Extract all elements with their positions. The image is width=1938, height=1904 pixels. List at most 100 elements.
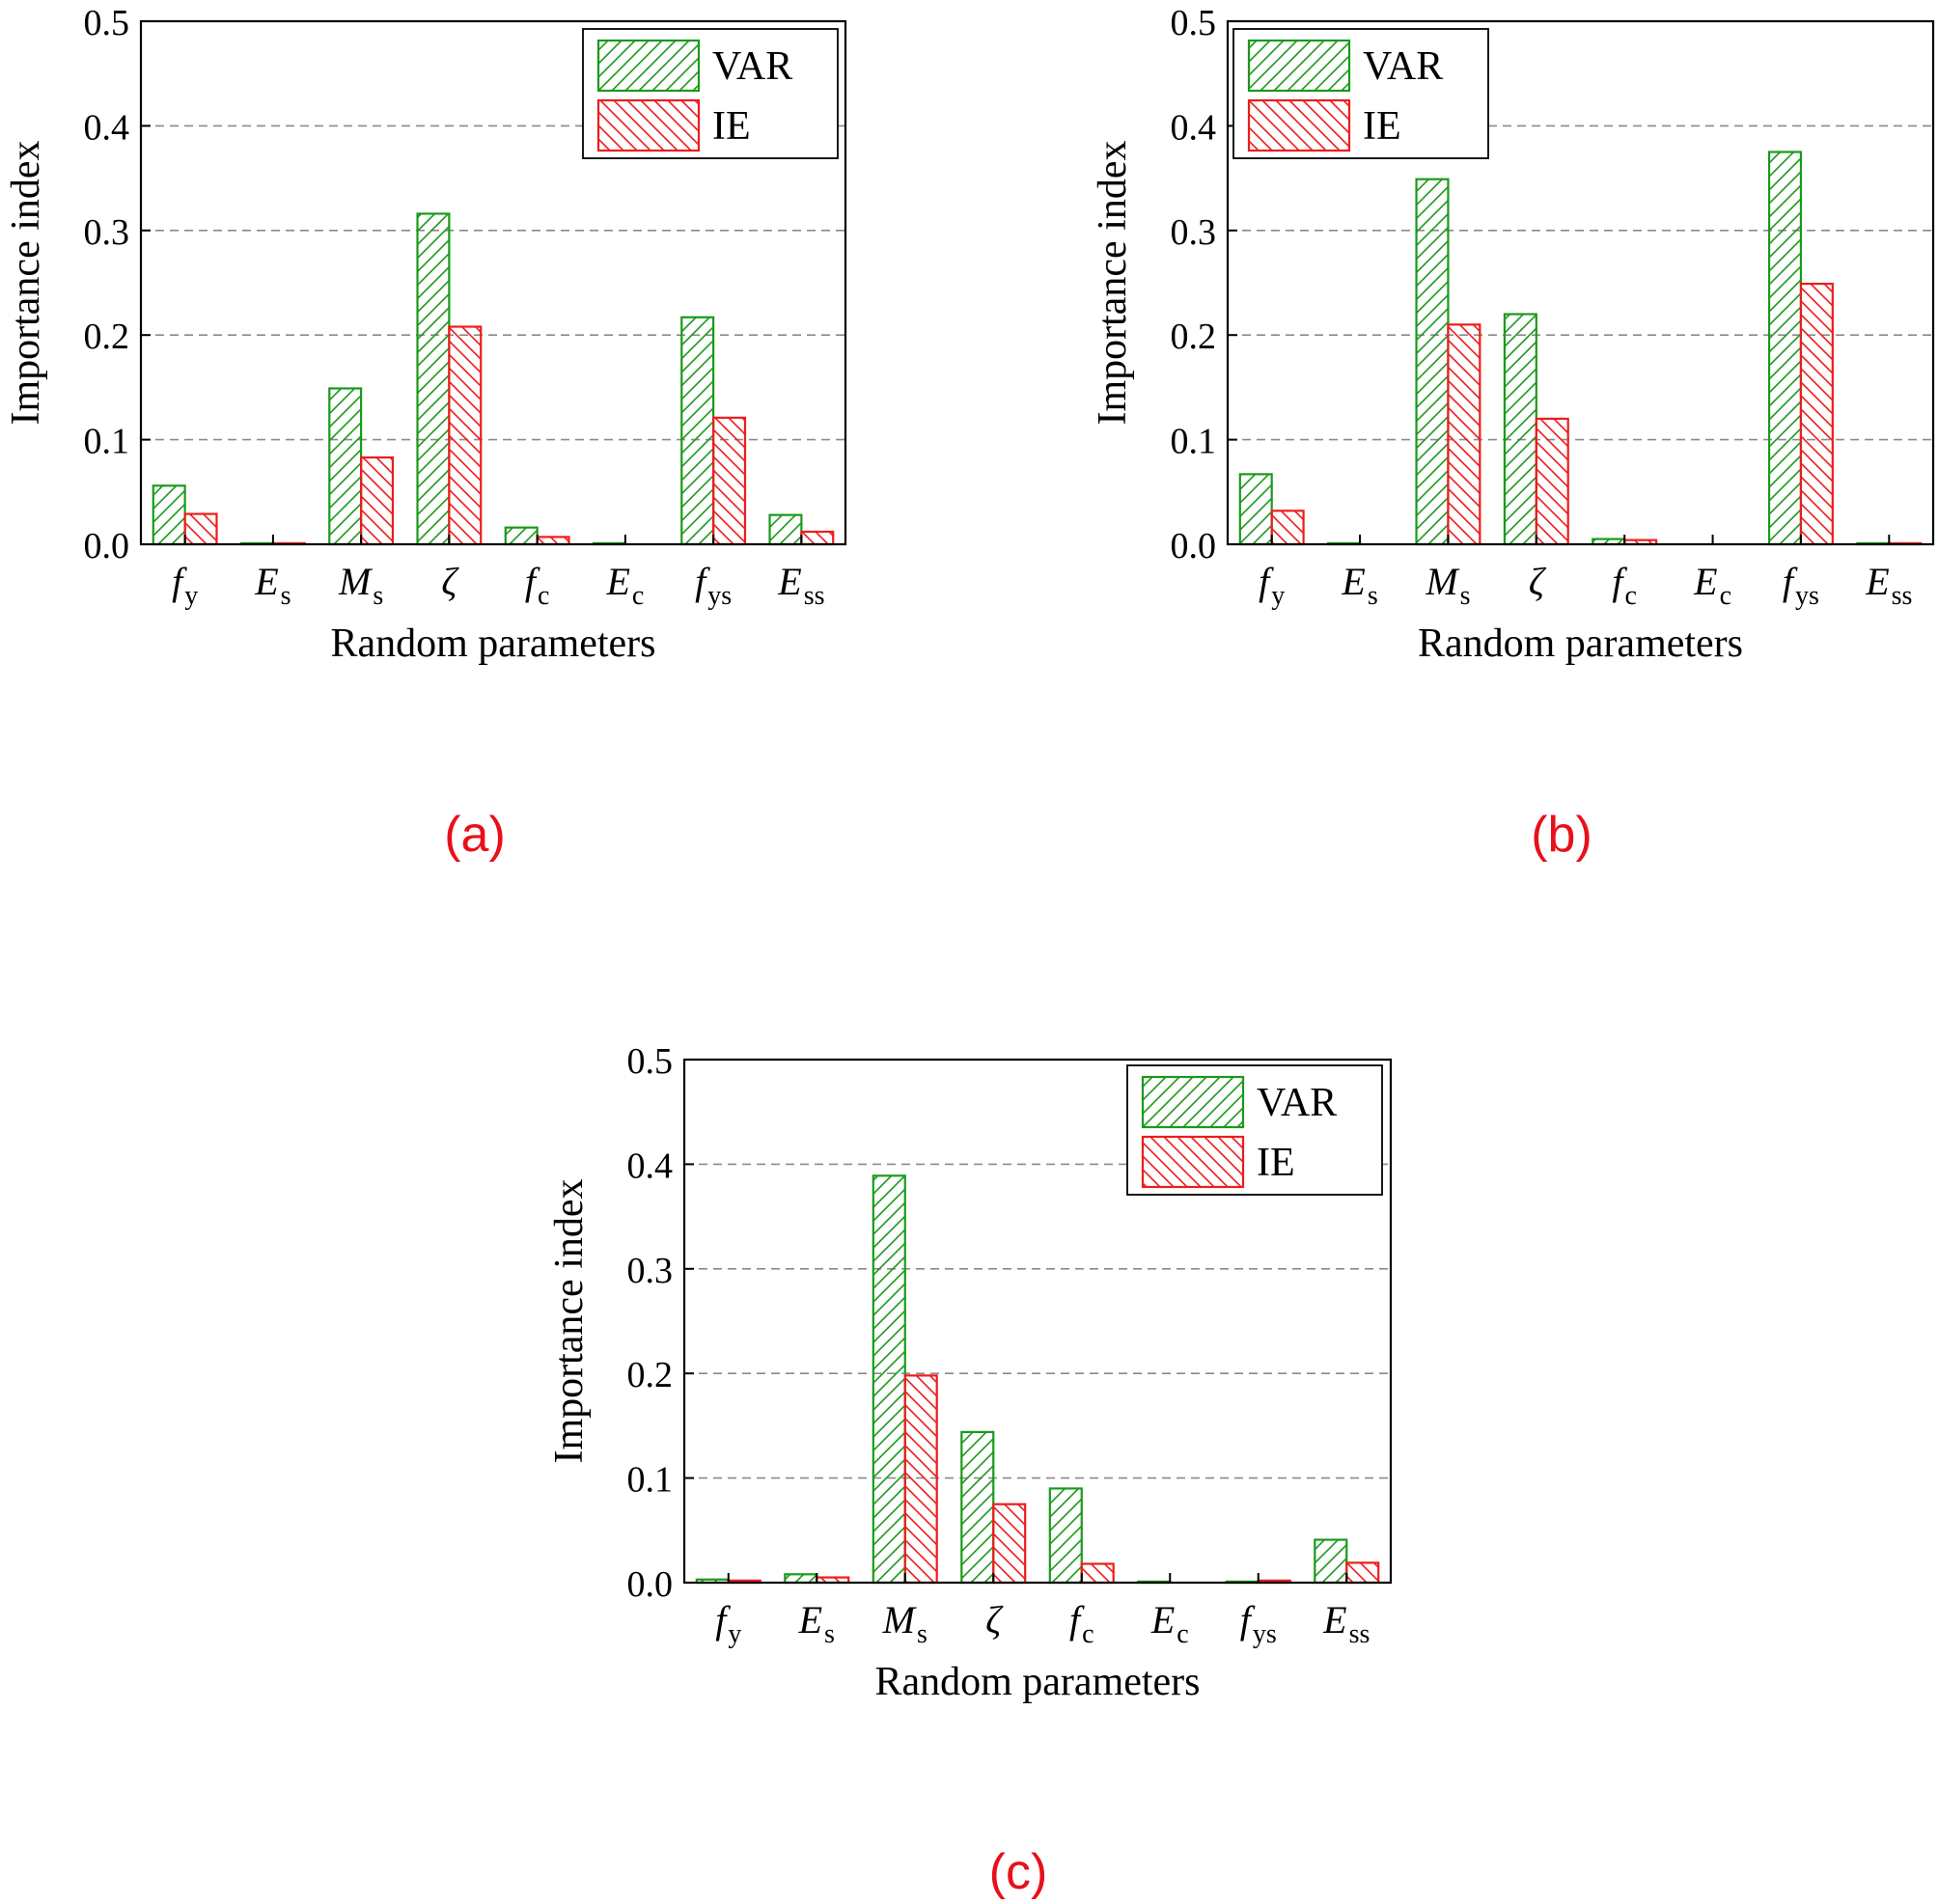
bar-ie-0 bbox=[1270, 510, 1305, 546]
x-axis-label: Random parameters bbox=[1418, 621, 1743, 666]
legend: VAR IE bbox=[582, 28, 839, 159]
x-tick-label-base: E bbox=[777, 560, 801, 603]
y-tick-label: 0.3 bbox=[1171, 212, 1217, 253]
bar-var-4 bbox=[504, 526, 539, 546]
x-tick-label-base: E bbox=[1341, 560, 1365, 603]
bar-ie-2 bbox=[1447, 323, 1481, 546]
x-tick-label: fc bbox=[1612, 560, 1637, 611]
y-tick-label: 0.2 bbox=[627, 1355, 674, 1395]
y-tick-label: 0.2 bbox=[1171, 317, 1217, 357]
bar-var-0 bbox=[152, 484, 186, 546]
x-tick-label: fys bbox=[1783, 560, 1819, 611]
x-tick-label: fys bbox=[1240, 1598, 1277, 1649]
x-tick-label-base: M bbox=[1425, 560, 1460, 603]
bar-var-2 bbox=[872, 1174, 906, 1585]
legend-swatch-ie bbox=[596, 98, 701, 152]
x-tick-label: Ec bbox=[605, 560, 644, 611]
y-axis-label: Importance index bbox=[1091, 140, 1135, 425]
bar-ie-6 bbox=[712, 416, 747, 546]
bar-var-2 bbox=[1415, 178, 1450, 546]
legend-label-ie: IE bbox=[1363, 104, 1401, 149]
y-tick-label: 0.0 bbox=[84, 526, 130, 566]
x-tick-label: fc bbox=[1069, 1598, 1094, 1649]
x-tick-label: ζ bbox=[441, 560, 459, 603]
x-tick-label: Ms bbox=[1425, 560, 1470, 611]
bar-ie-0 bbox=[183, 512, 218, 546]
x-tick-label: ζ bbox=[1529, 560, 1547, 603]
bar-var-4 bbox=[1048, 1487, 1083, 1585]
x-tick-label-subscript: ss bbox=[1892, 581, 1913, 611]
x-tick-label-subscript: c bbox=[1625, 581, 1637, 611]
y-tick-label: 0.0 bbox=[1171, 526, 1217, 566]
x-tick-label-subscript: ss bbox=[804, 581, 825, 611]
x-tick-label-base: E bbox=[254, 560, 278, 603]
bar-var-2 bbox=[328, 387, 363, 546]
x-tick-label: Ess bbox=[1322, 1598, 1370, 1649]
legend-swatch-var bbox=[1247, 39, 1351, 93]
legend-label-var: VAR bbox=[1257, 1081, 1337, 1125]
chart-panel-c: 0.00.10.20.30.40.5fy Es Ms ζ fc Ec fys EssRando… bbox=[547, 1041, 1393, 1900]
x-tick-label-subscript: c bbox=[1720, 581, 1731, 611]
legend: VAR IE bbox=[1126, 1064, 1383, 1196]
x-axis-label: Random parameters bbox=[874, 1660, 1200, 1704]
x-tick-label: Ms bbox=[882, 1598, 927, 1649]
x-tick-label: fy bbox=[715, 1598, 741, 1649]
plot-frame bbox=[1226, 19, 1935, 546]
x-tick-label: ζ bbox=[985, 1598, 1004, 1642]
chart-panel-a: 0.00.10.20.30.40.5fy Es Ms ζ fc Ec fys EssRando… bbox=[4, 3, 847, 863]
x-axis-label: Random parameters bbox=[330, 621, 655, 666]
bar-ie-7 bbox=[1345, 1561, 1380, 1585]
bar-var-1 bbox=[784, 1573, 818, 1585]
bar-ie-4 bbox=[536, 536, 570, 546]
y-tick-label: 0.5 bbox=[627, 1041, 674, 1082]
panel-caption: (b) bbox=[1531, 807, 1592, 863]
bar-var-7 bbox=[768, 513, 803, 546]
plot-frame bbox=[139, 19, 847, 546]
y-axis-label: Importance index bbox=[547, 1178, 592, 1463]
bar-var-6 bbox=[1767, 151, 1803, 546]
bar-ie-3 bbox=[448, 325, 483, 546]
x-tick-label-subscript: c bbox=[632, 581, 644, 611]
y-tick-label: 0.5 bbox=[84, 3, 130, 43]
y-tick-label: 0.2 bbox=[84, 317, 130, 357]
bar-var-6 bbox=[680, 316, 715, 546]
y-tick-label: 0.4 bbox=[627, 1145, 674, 1186]
y-tick-label: 0.3 bbox=[627, 1251, 674, 1291]
x-tick-label-subscript: y bbox=[728, 1619, 741, 1649]
x-tick-label: Es bbox=[1341, 560, 1377, 611]
x-tick-label-subscript: c bbox=[1177, 1619, 1188, 1649]
x-tick-label-subscript: s bbox=[373, 581, 383, 611]
legend-label-var: VAR bbox=[1363, 44, 1443, 89]
legend: VAR IE bbox=[1232, 28, 1489, 159]
y-tick-label: 0.4 bbox=[84, 107, 130, 148]
x-tick-label-base: E bbox=[605, 560, 629, 603]
legend-label-ie: IE bbox=[1257, 1141, 1295, 1185]
x-tick-label-base: E bbox=[1322, 1598, 1346, 1642]
x-tick-label-subscript: y bbox=[1271, 581, 1285, 611]
x-tick-label-base: E bbox=[798, 1598, 822, 1642]
y-tick-label: 0.3 bbox=[84, 212, 130, 253]
x-tick-label-subscript: s bbox=[281, 581, 291, 611]
legend-swatch-ie bbox=[1141, 1135, 1245, 1189]
y-tick-label: 0.1 bbox=[1171, 422, 1217, 462]
x-tick-label: Ms bbox=[338, 560, 383, 611]
bar-ie-3 bbox=[992, 1503, 1027, 1585]
x-tick-label-base: M bbox=[882, 1598, 918, 1642]
x-tick-label-subscript: ys bbox=[1253, 1619, 1277, 1649]
legend-swatch-var bbox=[1141, 1075, 1245, 1129]
bar-ie-2 bbox=[360, 455, 395, 546]
x-tick-label: fy bbox=[1259, 560, 1285, 611]
plot-frame bbox=[682, 1058, 1393, 1585]
bar-var-3 bbox=[1503, 313, 1537, 546]
x-tick-label-base: E bbox=[1150, 1598, 1175, 1642]
x-tick-label-subscript: s bbox=[1460, 581, 1471, 611]
x-tick-label: fy bbox=[172, 560, 198, 611]
y-tick-label: 0.1 bbox=[84, 422, 130, 462]
y-tick-label: 0.5 bbox=[1171, 3, 1217, 43]
bar-var-3 bbox=[960, 1430, 995, 1585]
legend-swatch-var bbox=[596, 39, 701, 93]
chart-panel-b: 0.00.10.20.30.40.5fy Es Ms ζ fc Ec fys EssRando… bbox=[1091, 3, 1935, 863]
x-tick-label-base: E bbox=[1693, 560, 1717, 603]
x-tick-label-base: ζ bbox=[441, 560, 459, 603]
